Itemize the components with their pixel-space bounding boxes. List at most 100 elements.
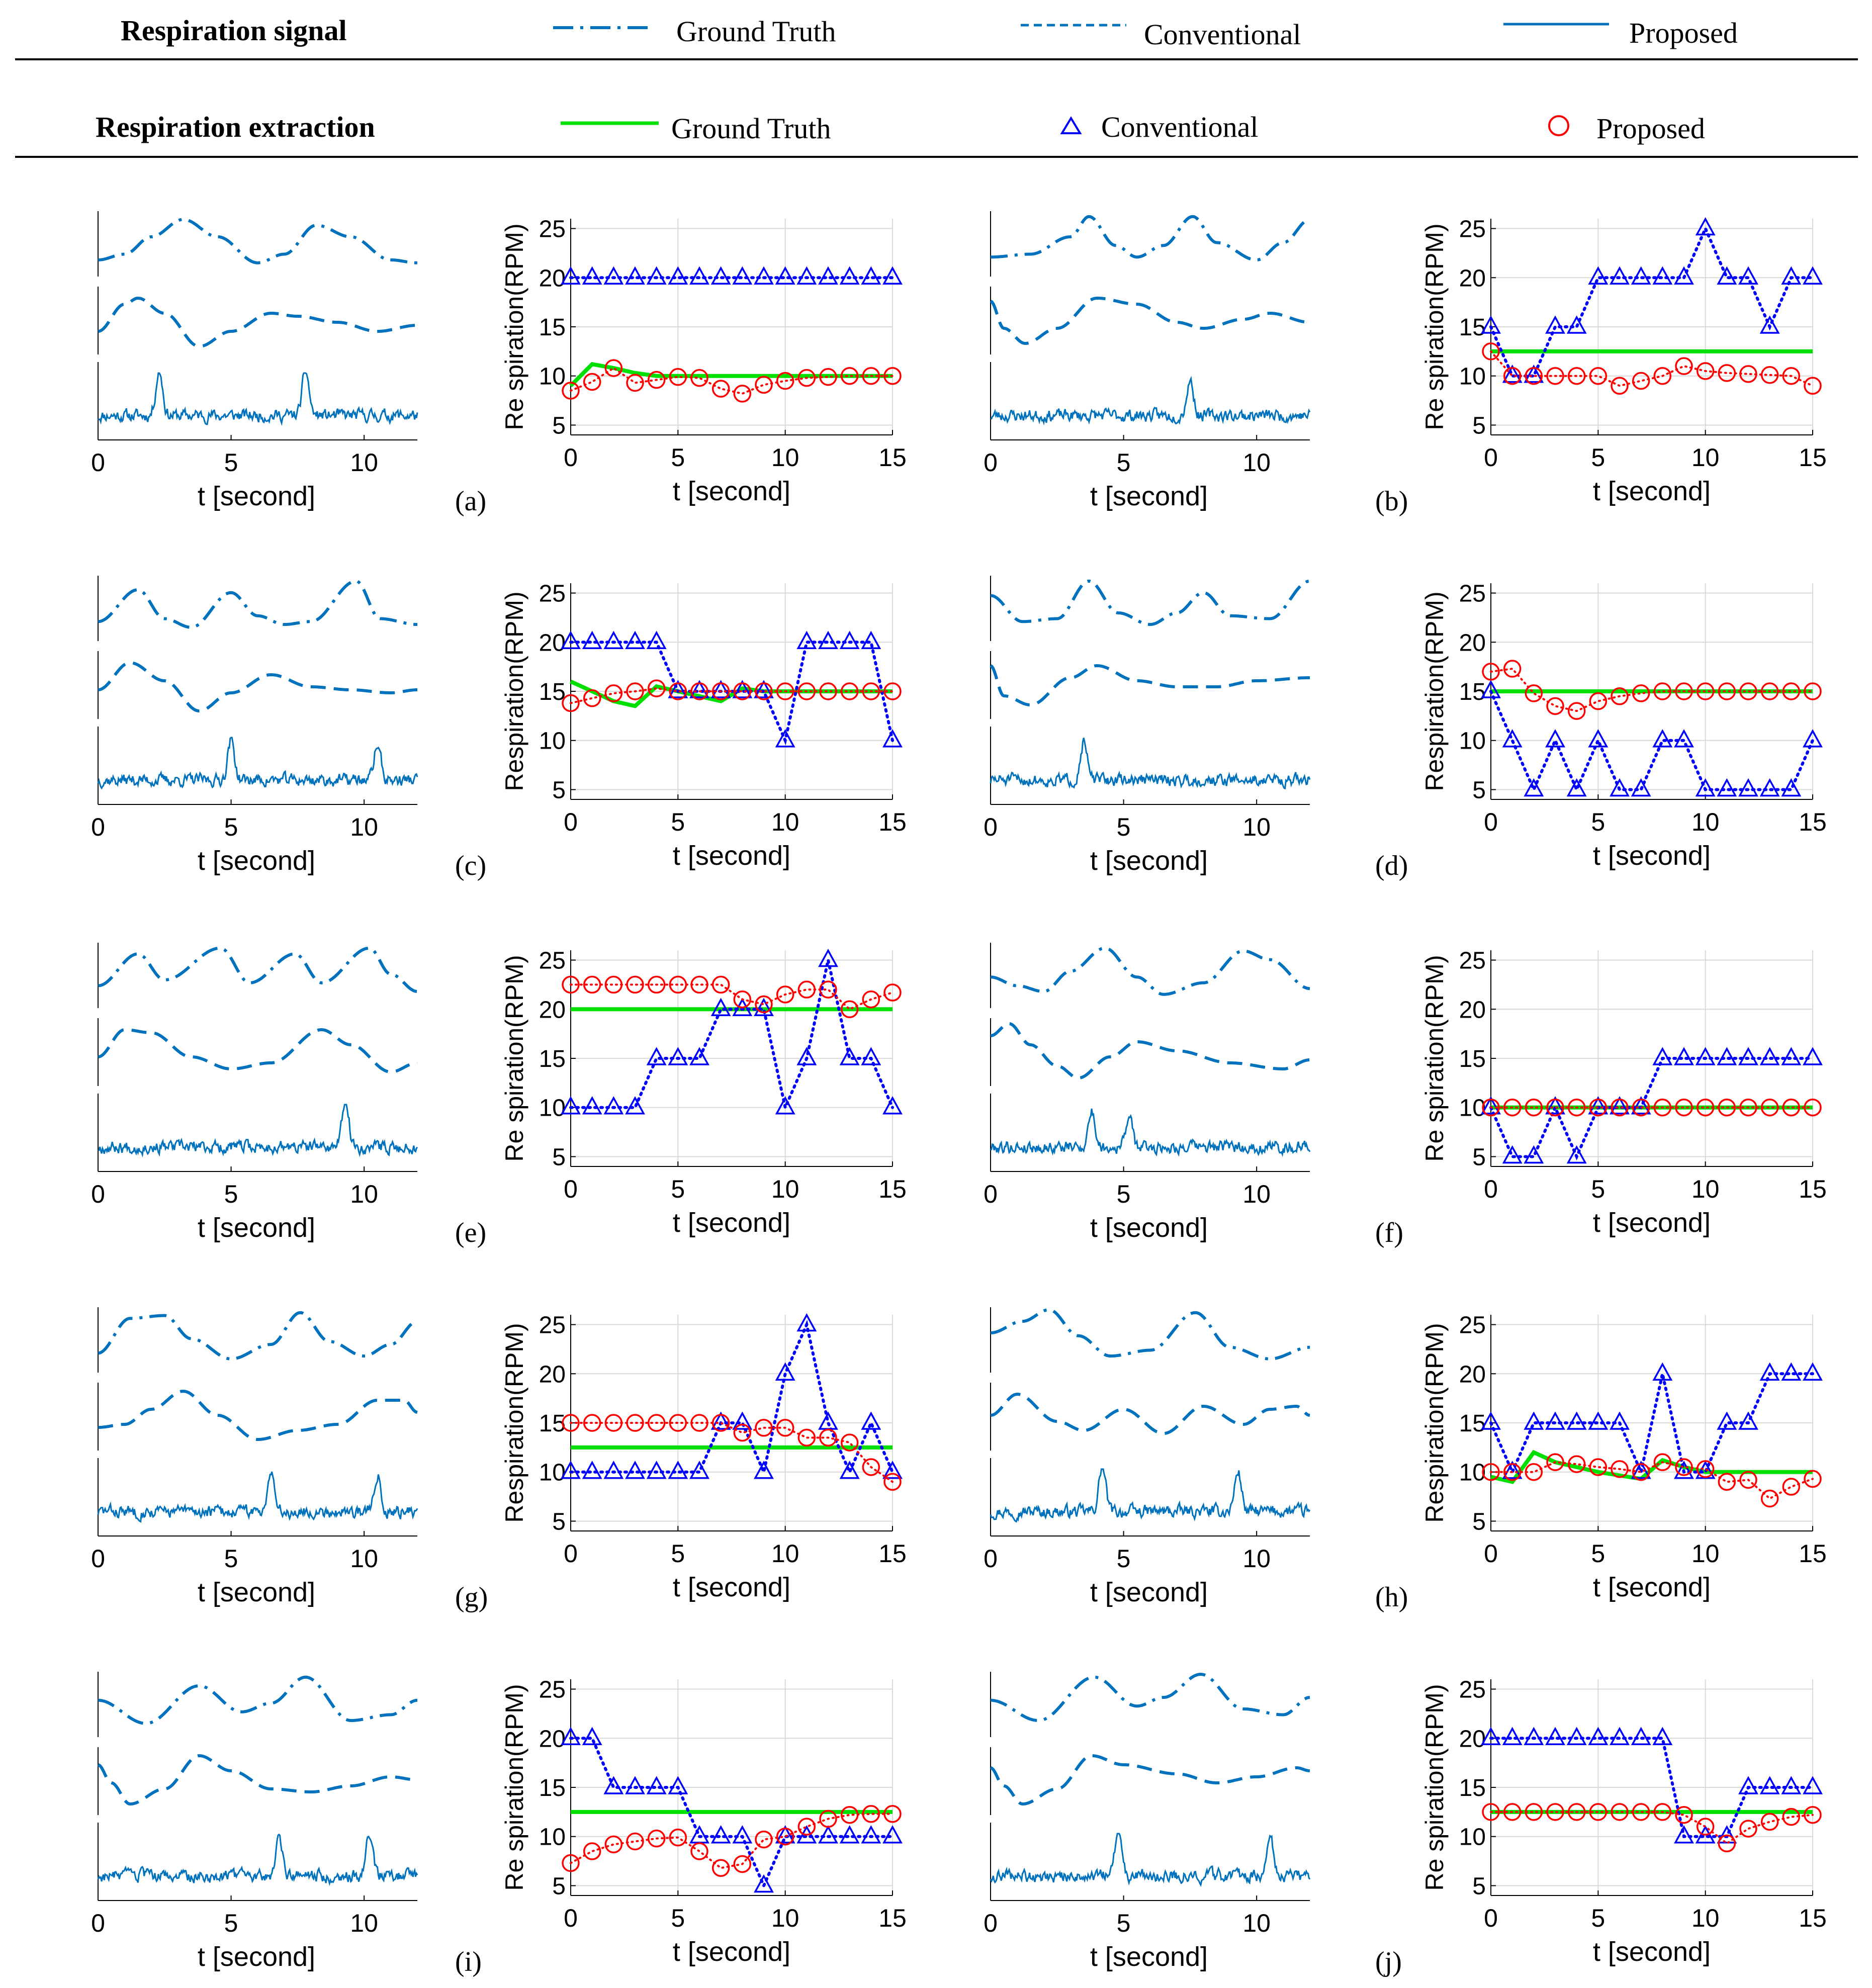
signal-conventional	[98, 296, 417, 348]
proposed-point	[1546, 697, 1564, 715]
proposed-point	[1696, 1818, 1715, 1836]
rpm-ytick-label: 10	[539, 1460, 566, 1486]
panel-letter: (c)	[455, 850, 486, 881]
conventional-point	[1545, 1727, 1565, 1746]
conventional-point	[1502, 1461, 1523, 1479]
proposed-point	[647, 1414, 666, 1432]
rpm-xtick-label: 15	[878, 1175, 907, 1203]
series-ground-truth	[1490, 1450, 1813, 1484]
proposed-point	[1675, 682, 1693, 700]
proposed-point	[1696, 1460, 1715, 1478]
rpm-xtick-label: 15	[1799, 1904, 1827, 1932]
proposed-point	[1611, 377, 1629, 395]
proposed-point	[797, 1818, 816, 1836]
conventional-point	[1631, 1096, 1651, 1115]
conventional-point	[1631, 778, 1651, 797]
conventional-point	[1545, 315, 1565, 334]
proposed-point	[604, 684, 623, 702]
legend-extraction-proposed-label: Proposed	[1596, 112, 1705, 145]
conventional-point	[754, 1874, 774, 1893]
conventional-point	[1545, 1096, 1565, 1115]
conventional-point	[839, 630, 860, 650]
proposed-point	[755, 376, 773, 394]
conventional-point	[732, 1411, 753, 1430]
conventional-point	[1502, 1727, 1523, 1746]
rpm-ytick-label: 5	[552, 777, 566, 803]
proposed-point	[1782, 1098, 1801, 1117]
conventional-point	[625, 1461, 645, 1479]
rpm-xtick-label: 0	[564, 443, 578, 472]
signal-xtick-label: 5	[1117, 1545, 1131, 1573]
rpm-ytick-label: 20	[539, 629, 566, 656]
proposed-point	[562, 1854, 580, 1872]
conventional-point	[689, 1047, 709, 1065]
rpm-ytick-label: 15	[539, 1046, 566, 1072]
rpm-ylabel: Re spiration(RPM)	[500, 955, 528, 1161]
rpm-xtick-label: 0	[1484, 1540, 1498, 1568]
signal-conventional	[990, 664, 1310, 707]
rpm-axes: 5 10 15 20 25 0 5 10 15 t [second] Respiration(RPM…	[1420, 581, 1827, 871]
proposed-point	[862, 1805, 880, 1823]
rpm-ytick-label: 20	[1459, 1361, 1486, 1388]
proposed-point	[562, 1414, 580, 1432]
signal-ground-truth	[98, 218, 418, 264]
conventional-point	[1759, 1047, 1780, 1065]
conventional-point	[818, 1411, 838, 1430]
proposed-point	[819, 682, 837, 700]
conventional-point	[668, 1047, 688, 1065]
conventional-point	[732, 680, 753, 698]
proposed-point	[1718, 682, 1736, 700]
rpm-axes: 5 10 15 20 25 0 5 10 15 t [second] Re spiration(RP…	[500, 948, 907, 1238]
conventional-point	[796, 630, 817, 650]
rpm-xtick-label: 10	[1691, 1175, 1720, 1203]
proposed-point	[1482, 663, 1500, 681]
rpm-ylabel: Respiration(RPM)	[1420, 1323, 1449, 1522]
proposed-point	[1760, 366, 1779, 384]
rpm-ytick-label: 25	[539, 948, 566, 974]
conventional-point	[689, 680, 709, 698]
rpm-xtick-label: 5	[671, 808, 685, 836]
signal-xlabel: t [second]	[198, 1942, 315, 1972]
signal-xtick-label: 10	[350, 1909, 378, 1937]
proposed-point	[1525, 1098, 1543, 1117]
panel-j: 0 5 10 t [second] 5 10 15 20 25 0 5 10 15 t [second] R…	[984, 1672, 1827, 1977]
conventional-point	[668, 1461, 688, 1479]
rpm-xtick-label: 0	[564, 1540, 578, 1568]
rpm-xtick-label: 0	[564, 1175, 578, 1203]
rpm-ytick-label: 5	[552, 1873, 566, 1900]
conventional-point	[1781, 1362, 1802, 1381]
conventional-point	[861, 630, 881, 650]
panel-letter: (e)	[455, 1217, 486, 1248]
proposed-point	[1804, 1098, 1822, 1117]
proposed-point	[1567, 702, 1586, 720]
proposed-point	[819, 980, 837, 999]
signal-xlabel: t [second]	[198, 846, 315, 876]
conventional-point	[1717, 1047, 1737, 1065]
rpm-ytick-label: 10	[1459, 728, 1486, 755]
panel-b: 0 5 10 t [second] 5 10 15 20 25 0 5 10 15 t [second] R…	[984, 211, 1827, 517]
rpm-ytick-label: 10	[1459, 1095, 1486, 1122]
rpm-ylabel: Re spiration(RPM)	[1420, 223, 1449, 430]
series-proposed	[1490, 1811, 1814, 1845]
proposed-point	[776, 682, 794, 700]
conventional-point	[1481, 1096, 1501, 1115]
signal-xlabel: t [second]	[198, 1577, 315, 1607]
conventional-point	[1738, 778, 1758, 797]
rpm-xtick-label: 10	[771, 1904, 799, 1932]
signal-axes: 0 5 10 t [second]	[91, 943, 418, 1243]
conventional-point	[796, 266, 817, 285]
proposed-point	[1804, 377, 1822, 395]
conventional-point	[754, 1461, 774, 1479]
rpm-ytick-label: 15	[1459, 1046, 1486, 1072]
proposed-point	[1632, 1803, 1650, 1821]
conventional-point	[839, 1047, 860, 1065]
conventional-point	[818, 630, 838, 650]
rpm-xtick-label: 5	[671, 1904, 685, 1932]
proposed-point	[1804, 1470, 1822, 1488]
legend-signal-proposed-label: Proposed	[1629, 17, 1738, 49]
conventional-point	[1803, 266, 1823, 285]
rpm-ytick-label: 20	[1459, 1726, 1486, 1752]
conventional-point	[1545, 1411, 1565, 1430]
rpm-ytick-label: 10	[539, 364, 566, 390]
rpm-ytick-label: 5	[1472, 1144, 1486, 1170]
